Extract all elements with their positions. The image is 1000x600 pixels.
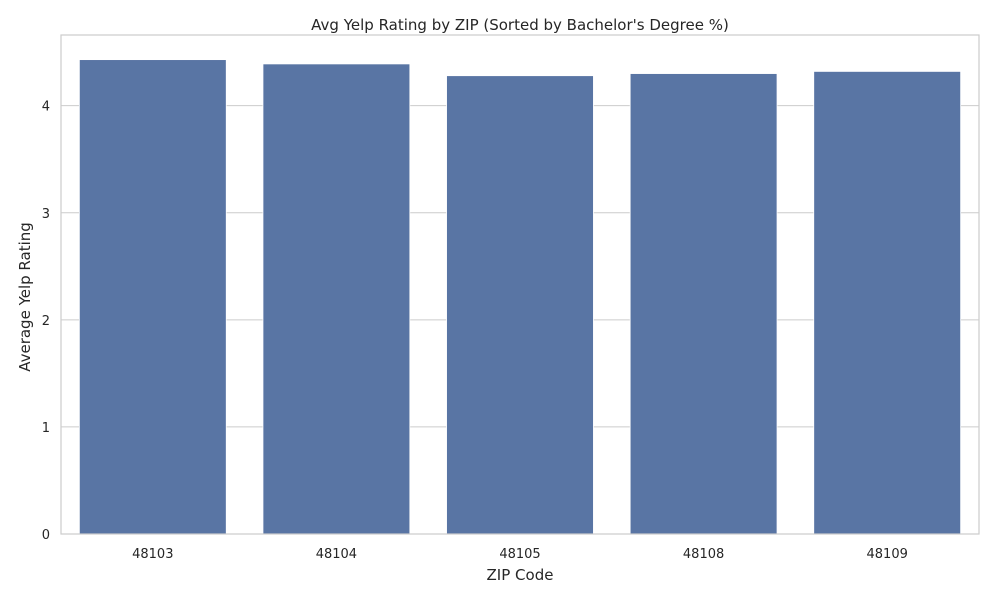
x-tick-labels: 48103 48104 48105 48108 48109 (132, 547, 908, 562)
y-tick-labels: 0 1 2 3 4 (42, 100, 50, 543)
y-axis-label: Average Yelp Rating (16, 222, 34, 372)
bar-48103 (78, 59, 227, 535)
x-tick-label: 48108 (683, 547, 724, 562)
bars (78, 59, 962, 535)
bar-48104 (262, 63, 411, 535)
y-tick-label: 2 (42, 314, 50, 329)
y-tick-label: 4 (42, 100, 50, 115)
x-tick-label: 48109 (867, 547, 908, 562)
x-tick-label: 48104 (316, 547, 357, 562)
x-tick-label: 48105 (499, 547, 540, 562)
x-tick-label: 48103 (132, 547, 173, 562)
x-axis-label: ZIP Code (487, 566, 554, 584)
bar-48109 (813, 71, 962, 535)
chart-title: Avg Yelp Rating by ZIP (Sorted by Bachel… (311, 16, 729, 34)
bar-48108 (629, 73, 778, 535)
y-tick-label: 3 (42, 207, 50, 222)
plot-frame (60, 34, 980, 535)
y-tick-label: 0 (42, 528, 50, 543)
y-tick-label: 1 (42, 421, 50, 436)
bar-48105 (446, 75, 594, 535)
